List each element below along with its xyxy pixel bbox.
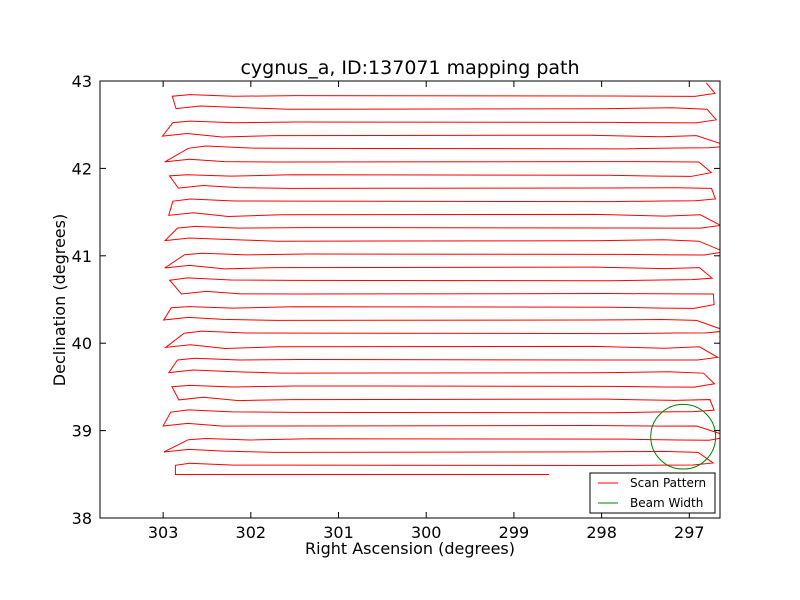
legend-box (589, 472, 716, 514)
x-tick-label: 302 (236, 523, 267, 542)
scan-pattern-line (161, 82, 720, 475)
x-axis: 303 302 301 300 299 298 297 (148, 81, 705, 542)
x-tick-label: 297 (674, 523, 705, 542)
y-tick-label: 42 (72, 159, 92, 178)
beam-width-circle (650, 403, 717, 470)
x-tick-label: 298 (586, 523, 617, 542)
y-axis: 38 39 40 41 42 43 (72, 72, 720, 528)
legend-label-scan-pattern: Scan Pattern (630, 476, 706, 490)
x-tick-label: 301 (323, 523, 354, 542)
x-tick-label: 303 (148, 523, 179, 542)
y-tick-label: 41 (72, 247, 92, 266)
plot-data (161, 82, 720, 475)
x-tick-label: 300 (411, 523, 442, 542)
y-axis-label: Declination (degrees) (50, 214, 69, 386)
y-tick-label: 39 (72, 422, 92, 441)
legend-label-beam-width: Beam Width (630, 496, 703, 510)
y-tick-label: 43 (72, 72, 92, 91)
x-axis-label: Right Ascension (degrees) (305, 539, 515, 558)
plot-frame (99, 80, 721, 519)
chart-title: cygnus_a, ID:137071 mapping path (240, 57, 579, 79)
y-tick-label: 40 (72, 334, 92, 353)
legend: Scan Pattern Beam Width (589, 472, 716, 514)
y-tick-label: 38 (72, 509, 92, 528)
x-tick-label: 299 (499, 523, 530, 542)
